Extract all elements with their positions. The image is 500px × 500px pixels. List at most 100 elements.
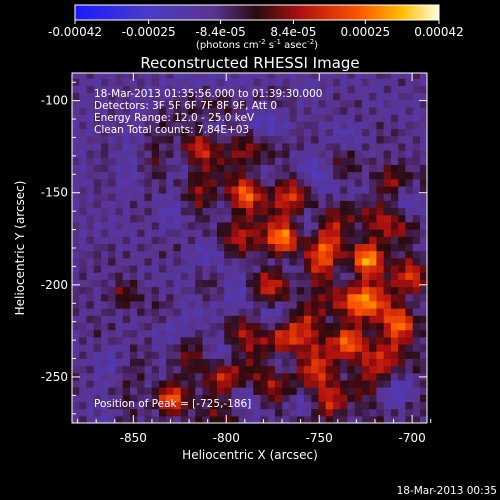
heatmap-cell <box>144 379 153 388</box>
heatmap-cell <box>93 92 102 101</box>
heatmap-cell <box>108 343 117 352</box>
heatmap-cell <box>187 114 196 122</box>
heatmap-cell <box>100 336 109 345</box>
heatmap-cell <box>187 293 196 302</box>
heatmap-cell <box>209 394 218 403</box>
heatmap-cell <box>238 365 247 374</box>
heatmap-cell <box>173 387 182 395</box>
heatmap-cell <box>419 128 427 137</box>
heatmap-cell <box>376 200 385 209</box>
heatmap-cell <box>354 372 363 381</box>
heatmap-cell <box>282 300 291 309</box>
heatmap-cell <box>231 358 240 367</box>
heatmap-cell <box>340 135 349 144</box>
heatmap-cell <box>166 257 175 266</box>
heatmap-cell <box>158 387 167 395</box>
heatmap-cell <box>144 257 153 266</box>
heatmap-cell <box>180 221 189 230</box>
heatmap-cell <box>79 150 88 158</box>
heatmap-cell <box>289 351 298 359</box>
heatmap-cell <box>361 379 370 388</box>
heatmap-cell <box>405 315 414 324</box>
heatmap-cell <box>369 207 378 216</box>
heatmap-cell <box>376 171 385 180</box>
heatmap-cell <box>231 92 240 101</box>
heatmap-cell <box>376 272 385 280</box>
heatmap-cell <box>231 106 240 115</box>
heatmap-cell <box>158 229 167 237</box>
heatmap-cell <box>202 114 211 122</box>
heatmap-cell <box>311 193 320 201</box>
heatmap-cell <box>238 408 247 417</box>
heatmap-cell <box>173 157 182 165</box>
heatmap-cell <box>166 164 175 173</box>
heatmap-cell <box>209 178 218 187</box>
heatmap-cell <box>202 78 211 86</box>
heatmap-cell <box>93 358 102 367</box>
heatmap-cell <box>369 193 378 201</box>
heatmap-cell <box>347 365 356 374</box>
heatmap-cell <box>72 286 80 295</box>
heatmap-cell <box>303 372 312 381</box>
heatmap-cell <box>108 157 117 165</box>
heatmap-cell <box>231 293 240 302</box>
heatmap-cell <box>195 164 204 173</box>
heatmap-cell <box>216 171 225 180</box>
heatmap-cell <box>361 164 370 173</box>
heatmap-cell <box>296 293 305 302</box>
heatmap-cell <box>347 200 356 209</box>
heatmap-cell <box>390 207 399 216</box>
heatmap-cell <box>289 264 298 273</box>
heatmap-cell <box>369 365 378 374</box>
heatmap-cell <box>383 286 392 295</box>
heatmap-cell <box>390 92 399 101</box>
heatmap-cell <box>216 272 225 280</box>
heatmap-cell <box>231 236 240 244</box>
heatmap-cell <box>383 193 392 201</box>
heatmap-cell <box>267 121 276 130</box>
heatmap-cell <box>354 358 363 367</box>
heatmap-cell <box>253 387 262 395</box>
heatmap-cell <box>108 243 117 252</box>
heatmap-cell <box>187 322 196 331</box>
footer-timestamp: 18-Mar-2013 00:35 <box>397 485 497 497</box>
heatmap-cell <box>383 308 392 316</box>
heatmap-cell <box>332 200 341 209</box>
heatmap-cell <box>405 336 414 345</box>
heatmap-cell <box>303 92 312 101</box>
heatmap-cell <box>158 193 167 201</box>
heatmap-cell <box>296 236 305 244</box>
heatmap-cell <box>173 358 182 367</box>
heatmap-cell <box>361 114 370 122</box>
heatmap-cell <box>180 272 189 280</box>
heatmap-cell <box>158 171 167 180</box>
heatmap-cell <box>115 142 124 151</box>
heatmap-cell <box>332 408 341 417</box>
heatmap-cell <box>282 293 291 302</box>
heatmap-cell <box>282 394 291 403</box>
heatmap-cell <box>267 415 276 423</box>
heatmap-cell <box>318 164 327 173</box>
heatmap-cell <box>86 99 95 108</box>
heatmap-cell <box>187 85 196 94</box>
heatmap-cell <box>303 78 312 86</box>
heatmap-cell <box>354 387 363 395</box>
heatmap-cell <box>253 257 262 266</box>
heatmap-cell <box>151 114 160 122</box>
heatmap-cell <box>180 300 189 309</box>
heatmap-cell <box>72 171 80 180</box>
heatmap-cell <box>398 336 407 345</box>
heatmap-cell <box>137 401 146 410</box>
heatmap-cell <box>412 85 421 94</box>
heatmap-cell <box>369 128 378 137</box>
heatmap-cell <box>311 379 320 388</box>
heatmap-cell <box>216 343 225 352</box>
heatmap-cell <box>398 250 407 259</box>
heatmap-cell <box>267 157 276 165</box>
heatmap-cell <box>93 229 102 237</box>
heatmap-cell <box>303 315 312 324</box>
heatmap-cell <box>405 329 414 338</box>
heatmap-cell <box>289 394 298 403</box>
heatmap-cell <box>253 394 262 403</box>
heatmap-cell <box>115 121 124 130</box>
